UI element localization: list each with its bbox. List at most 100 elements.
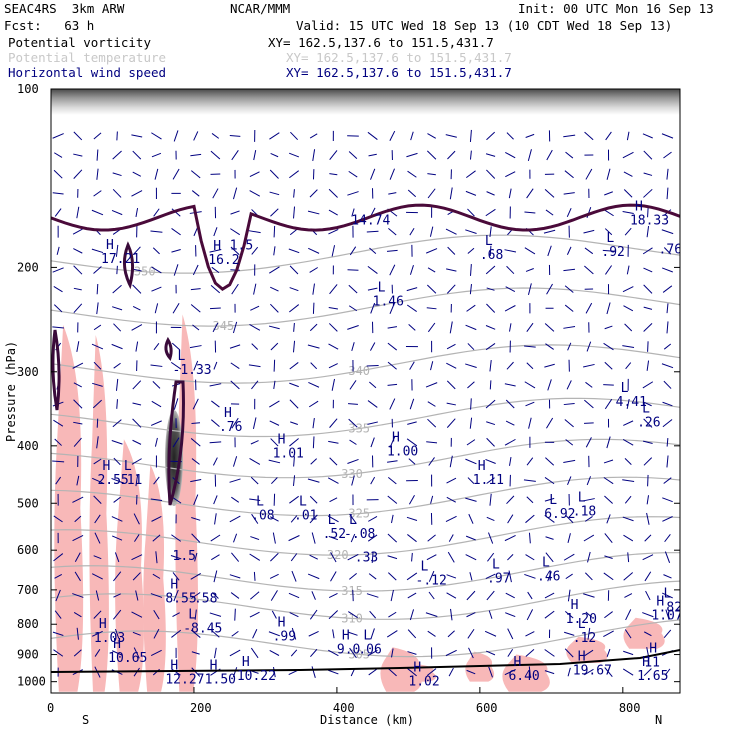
wind-arrow: [447, 246, 456, 255]
wind-arrow: [309, 495, 318, 504]
wind-arrow: [115, 244, 119, 257]
wind-arrow: [312, 302, 315, 314]
wind-arrow: [253, 150, 257, 161]
low-marker: L: [492, 558, 500, 573]
wind-arrow: [92, 630, 103, 637]
wind-arrow: [564, 419, 574, 428]
wind-arrow: [132, 439, 142, 445]
wind-arrow: [212, 457, 218, 466]
wind-arrow: [663, 629, 672, 638]
wind-arrow: [152, 534, 161, 542]
wind-arrow: [486, 303, 496, 313]
wind-arrow: [505, 286, 516, 292]
wind-arrow: [94, 649, 101, 657]
wind-arrow: [585, 611, 593, 618]
wind-arrow: [465, 535, 476, 541]
wind-arrow: [349, 380, 357, 390]
wind-arrow: [171, 534, 182, 542]
wind-arrow: [467, 477, 475, 485]
wind-arrow: [135, 590, 139, 601]
wind-arrow: [229, 574, 241, 579]
wind-arrow: [231, 552, 240, 562]
wind-arrow: [111, 209, 123, 216]
wind-arrow: [662, 401, 673, 407]
wind-arrow: [132, 305, 141, 311]
wind-arrow: [290, 553, 298, 562]
wind-arrow: [191, 458, 200, 465]
wind-arrow: [289, 170, 299, 179]
wind-arrow: [389, 436, 396, 448]
wind-arrow: [563, 134, 576, 138]
wind-arrow: [309, 133, 318, 139]
wind-arrow: [153, 609, 160, 620]
wind-arrow: [191, 667, 201, 677]
wind-arrow: [351, 208, 355, 217]
wind-arrow: [587, 627, 591, 640]
wind-arrow: [386, 249, 398, 252]
wind-arrow: [389, 264, 396, 276]
wind-arrow: [546, 417, 554, 429]
wind-arrow: [191, 651, 200, 655]
wind-arrow: [289, 362, 299, 370]
wind-arrow: [406, 667, 417, 677]
wind-arrow: [466, 590, 476, 601]
wind-arrow: [269, 266, 280, 274]
wind-arrow: [73, 399, 83, 409]
high-marker: H: [213, 239, 221, 254]
pv-contour-mid: [123, 241, 135, 290]
x-axis-label: Distance (km): [320, 713, 414, 727]
wind-arrow: [523, 479, 536, 482]
wind-arrow: [310, 362, 318, 370]
wind-arrow: [584, 265, 594, 275]
wind-arrow: [467, 628, 475, 639]
wind-arrow: [114, 628, 120, 639]
wind-arrow: [190, 170, 201, 179]
wind-arrow: [429, 226, 434, 237]
wind-arrow: [76, 206, 80, 219]
wind-arrow: [408, 324, 416, 331]
wind-arrow: [191, 592, 201, 599]
y-tick-label: 200: [17, 260, 39, 274]
wind-arrow: [425, 612, 438, 618]
wind-arrow: [527, 283, 532, 295]
wind-arrow: [351, 475, 355, 486]
wind-arrow: [249, 553, 261, 561]
field-wind-name: Horizontal wind speed: [8, 65, 167, 80]
wind-arrow: [312, 283, 315, 295]
wind-arrow: [73, 169, 83, 179]
wind-arrow: [289, 399, 299, 409]
wind-arrow: [251, 246, 259, 255]
wind-arrow: [624, 593, 633, 598]
wind-arrow: [211, 419, 220, 428]
wind-arrow: [151, 266, 162, 274]
wind-arrow: [291, 570, 297, 582]
wind-arrow: [132, 246, 141, 256]
low-marker: L: [606, 231, 614, 246]
wind-arrow: [446, 496, 456, 503]
wind-arrow: [427, 630, 436, 637]
wind-arrow: [546, 283, 553, 295]
wind-arrow: [371, 551, 374, 563]
wind-arrow: [547, 245, 552, 257]
wind-arrow: [643, 401, 652, 407]
x-tick-label: 400: [333, 701, 355, 715]
wind-arrow: [349, 513, 357, 524]
isentrope-line: [51, 552, 680, 592]
wind-arrow: [484, 630, 497, 637]
wind-arrow: [507, 628, 514, 640]
wind-arrow: [153, 343, 160, 351]
wind-arrow: [643, 150, 653, 160]
wind-arrow: [329, 497, 338, 503]
wind-arrow: [52, 326, 64, 329]
wind-arrow: [91, 248, 104, 254]
wind-arrow: [387, 460, 398, 463]
wind-arrow: [642, 133, 653, 139]
wind-arrow: [407, 421, 417, 425]
wind-arrow: [485, 573, 496, 580]
wind-arrow: [230, 592, 240, 599]
wind-arrow: [328, 593, 338, 598]
wind-arrow: [132, 631, 141, 636]
wind-arrow: [567, 342, 572, 351]
wind-arrow: [622, 211, 634, 215]
wind-arrow: [366, 593, 379, 598]
